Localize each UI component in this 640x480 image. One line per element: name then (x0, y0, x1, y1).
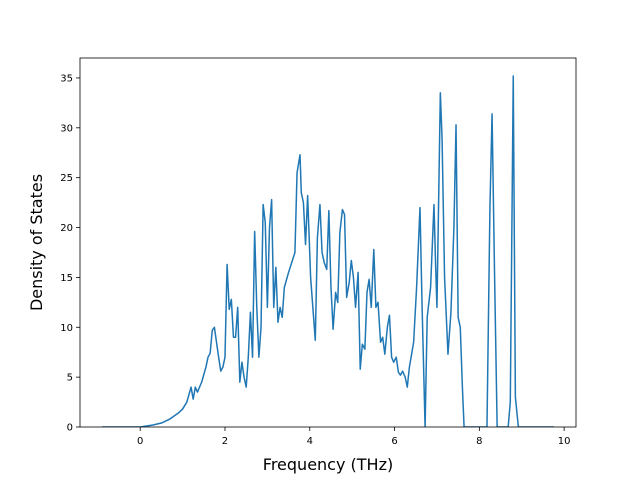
x-tick-label: 6 (391, 436, 397, 447)
y-tick-label: 35 (60, 73, 73, 84)
y-tick-label: 20 (60, 223, 73, 234)
y-tick-label: 0 (67, 423, 73, 434)
y-tick-label: 10 (60, 323, 73, 334)
y-tick-label: 15 (60, 273, 73, 284)
y-tick-label: 25 (60, 173, 73, 184)
data-line (102, 75, 554, 427)
y-axis-label: Density of States (27, 174, 46, 311)
x-tick-label: 0 (137, 436, 143, 447)
x-tick-label: 10 (558, 436, 571, 447)
y-tick-label: 30 (60, 123, 73, 134)
x-axis-label: Frequency (THz) (263, 455, 393, 474)
y-tick-label: 5 (67, 373, 73, 384)
x-tick-label: 8 (476, 436, 482, 447)
x-tick-label: 2 (222, 436, 228, 447)
x-tick-label: 4 (307, 436, 313, 447)
plot-frame (79, 57, 577, 428)
